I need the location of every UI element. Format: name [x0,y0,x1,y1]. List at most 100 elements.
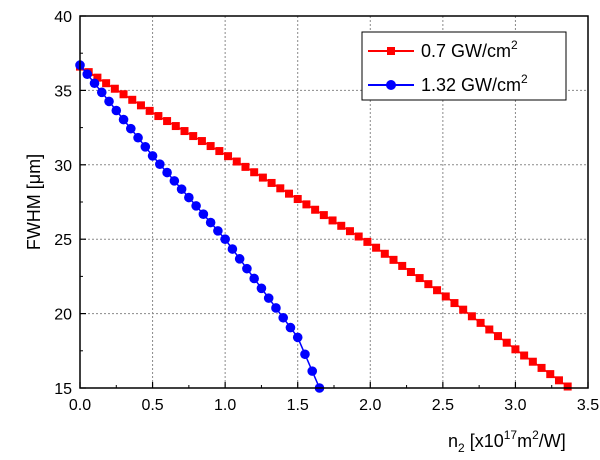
data-point-0.7-GW-cm2 [502,338,511,347]
data-point-0.7-GW-cm2 [520,351,529,360]
data-point-1.32-GW-cm2 [133,132,143,143]
data-point-0.7-GW-cm2 [546,370,555,379]
data-point-1.32-GW-cm2 [300,349,310,360]
x-axis-title-exp2: 2 [532,428,539,442]
data-point-0.7-GW-cm2 [511,345,520,354]
data-point-1.32-GW-cm2 [82,69,93,79]
data-point-1.32-GW-cm2 [263,293,274,303]
data-point-0.7-GW-cm2 [459,305,468,314]
data-point-0.7-GW-cm2 [197,137,206,146]
data-point-0.7-GW-cm2 [206,142,215,151]
data-point-0.7-GW-cm2 [363,237,372,246]
data-point-0.7-GW-cm2 [93,73,102,82]
data-point-1.32-GW-cm2 [198,209,209,220]
data-point-0.7-GW-cm2 [302,200,311,209]
data-point-0.7-GW-cm2 [389,255,398,264]
x-tick-label: 3.5 [577,397,599,414]
data-point-1.32-GW-cm2 [191,201,201,211]
data-point-0.7-GW-cm2 [485,325,494,334]
data-point-0.7-GW-cm2 [372,243,381,252]
data-point-0.7-GW-cm2 [293,195,302,204]
data-point-1.32-GW-cm2 [278,312,289,323]
x-tick-label: 2.0 [359,397,381,414]
data-point-0.7-GW-cm2 [180,127,189,136]
data-point-1.32-GW-cm2 [227,244,238,254]
data-point-0.7-GW-cm2 [163,117,172,126]
legend: 0.7 GW/cm2 1.32 GW/cm2 [361,31,567,101]
x-tick-label: 3.0 [504,397,526,414]
data-point-1.32-GW-cm2 [234,254,245,264]
y-tick-label: 30 [54,158,72,175]
data-point-1.32-GW-cm2 [213,226,223,236]
legend-label-0.7: 0.7 GW/cm2 [421,38,518,61]
y-tick-label: 15 [54,381,72,398]
data-point-1.32-GW-cm2 [249,273,259,284]
data-point-1.32-GW-cm2 [126,123,136,134]
data-point-0.7-GW-cm2 [450,299,459,308]
data-point-0.7-GW-cm2 [154,112,163,121]
data-point-0.7-GW-cm2 [354,232,363,241]
legend-label-1.32-main: 1.32 GW/cm [421,75,521,95]
y-tick-label: 20 [54,307,72,324]
data-point-0.7-GW-cm2 [110,84,119,93]
x-axis-title-exp: 17 [504,428,518,442]
y-tick-label: 35 [54,83,72,100]
data-point-1.32-GW-cm2 [205,217,216,228]
x-tick-label: 2.5 [432,397,454,414]
legend-label-1.32-sup: 2 [521,72,528,86]
data-point-1.32-GW-cm2 [242,263,252,274]
data-point-0.7-GW-cm2 [467,312,476,321]
y-tick-label: 25 [54,232,72,249]
x-axis-title-main: n [448,431,458,451]
data-point-0.7-GW-cm2 [328,216,337,225]
data-point-0.7-GW-cm2 [241,162,250,171]
x-axis-title-mid: m [517,431,532,451]
y-tick-label: 40 [54,9,72,26]
y-axis-title-main: FWHM [ [24,184,44,250]
data-point-1.32-GW-cm2 [271,303,281,313]
y-axis-title-mu: μ [24,174,44,184]
y-axis-title: FWHM [μm] [24,154,44,250]
data-point-1.32-GW-cm2 [176,184,187,195]
data-point-1.32-GW-cm2 [96,87,107,98]
data-point-1.32-GW-cm2 [307,366,318,376]
data-point-1.32-GW-cm2 [140,141,151,152]
data-point-1.32-GW-cm2 [285,322,296,333]
data-point-0.7-GW-cm2 [380,249,389,258]
data-point-0.7-GW-cm2 [119,90,128,99]
x-axis-title-rest: [x10 [465,431,504,451]
legend-label-1.32: 1.32 GW/cm2 [421,72,528,95]
data-point-0.7-GW-cm2 [433,286,442,295]
data-point-0.7-GW-cm2 [415,274,424,283]
data-point-0.7-GW-cm2 [128,95,137,104]
legend-label-0.7-main: 0.7 GW/cm [421,41,511,61]
data-point-0.7-GW-cm2 [424,280,433,289]
data-point-0.7-GW-cm2 [537,363,546,372]
x-tick-label: 0.5 [141,397,163,414]
data-point-0.7-GW-cm2 [494,332,503,341]
data-point-0.7-GW-cm2 [189,132,198,141]
data-point-0.7-GW-cm2 [563,382,572,391]
data-point-0.7-GW-cm2 [136,101,145,110]
data-point-0.7-GW-cm2 [398,261,407,270]
data-point-0.7-GW-cm2 [554,376,563,385]
x-tick-label: 1.0 [214,397,236,414]
data-point-0.7-GW-cm2 [267,178,276,187]
x-axis-title-sub: 2 [458,441,465,455]
data-point-1.32-GW-cm2 [162,167,172,178]
data-point-0.7-GW-cm2 [311,205,320,214]
data-point-1.32-GW-cm2 [104,96,114,107]
series-line-1.32-GW-cm2 [79,64,321,389]
legend-marker-0.7 [387,47,395,55]
data-point-1.32-GW-cm2 [147,151,158,161]
data-point-1.32-GW-cm2 [169,176,180,186]
data-point-0.7-GW-cm2 [171,122,180,131]
data-point-1.32-GW-cm2 [292,332,303,343]
data-point-0.7-GW-cm2 [345,227,354,236]
data-point-1.32-GW-cm2 [155,159,165,170]
ticks: 0.0 0.5 1.0 1.5 2.0 2.5 3.0 3.5 15 20 25 30 35 40 [54,9,599,414]
data-point-1.32-GW-cm2 [89,78,100,89]
legend-marker-1.32 [386,80,396,90]
data-point-1.32-GW-cm2 [184,192,194,203]
legend-box [361,31,567,101]
